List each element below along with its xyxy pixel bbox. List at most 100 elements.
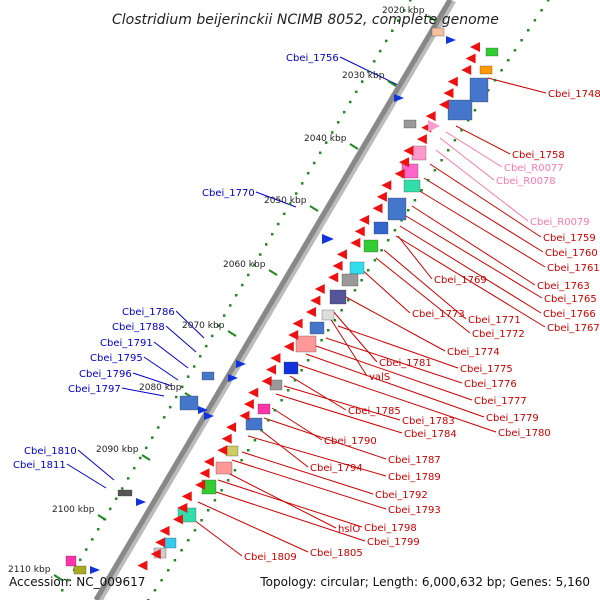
gene-label-cbei-1796[interactable]: Cbei_1796 <box>79 369 132 380</box>
leader-line <box>143 356 179 381</box>
gene-label-cbei-1775[interactable]: Cbei_1775 <box>460 364 513 375</box>
tick-dot-outer <box>447 149 450 152</box>
gene-label-cbei-r0077[interactable]: Cbei_R0077 <box>504 163 564 174</box>
gene-label-cbei-1770[interactable]: Cbei_1770 <box>202 188 255 199</box>
leader-line <box>375 257 471 334</box>
gene-arrow-forward <box>90 566 100 574</box>
tick-dot-outer <box>420 189 423 192</box>
gene-label-cbei-1784[interactable]: Cbei_1784 <box>404 429 457 440</box>
gene-label-cbei-1772[interactable]: Cbei_1772 <box>472 329 525 340</box>
gene-label-cbei-1797[interactable]: Cbei_1797 <box>68 384 121 395</box>
gene-label-cbei-1785[interactable]: Cbei_1785 <box>348 406 401 417</box>
gene-label-cbei-1777[interactable]: Cbei_1777 <box>474 396 527 407</box>
leader-line <box>339 56 405 89</box>
gene-label-cbei-1783[interactable]: Cbei_1783 <box>402 416 455 427</box>
gene-arrow-reverse <box>288 330 299 341</box>
gene-block <box>65 555 77 567</box>
tick-dot-inner <box>145 446 148 450</box>
gene-label-cbei-1787[interactable]: Cbei_1787 <box>388 455 441 466</box>
gene-arrow-reverse <box>310 295 321 306</box>
gene-label-cbei-1756[interactable]: Cbei_1756 <box>286 53 339 64</box>
leader-line <box>305 353 485 418</box>
scale-label-2090-kbp: 2090 kbp <box>96 445 139 455</box>
gene-label-cbei-1763[interactable]: Cbei_1763 <box>537 281 590 292</box>
leader-line <box>289 375 347 411</box>
gene-label-cbei-1788[interactable]: Cbei_1788 <box>112 322 165 333</box>
gene-label-cbei-1771[interactable]: Cbei_1771 <box>468 315 521 326</box>
leader-line <box>175 310 205 339</box>
gene-arrow-reverse <box>155 537 166 548</box>
tick-dot-outer <box>293 379 297 382</box>
gene-block <box>373 221 389 235</box>
gene-label-cbei-1798[interactable]: Cbei_1798 <box>364 523 417 534</box>
gene-arrow-forward <box>198 406 208 414</box>
tick-dot-inner <box>403 9 406 12</box>
gene-label-cbei-1793[interactable]: Cbei_1793 <box>388 505 441 516</box>
gene-label-cbei-r0078[interactable]: Cbei_R0078 <box>496 176 556 187</box>
gene-arrow-reverse <box>243 399 254 410</box>
leader-line <box>263 417 387 460</box>
tick-dot-inner <box>187 375 190 378</box>
gene-label-cbei-1765[interactable]: Cbei_1765 <box>544 294 597 305</box>
tick-dot-inner <box>169 405 172 409</box>
tick-dot-inner <box>67 578 70 582</box>
tick-dot-inner <box>361 80 364 83</box>
gene-label-cbei-1759[interactable]: Cbei_1759 <box>543 233 596 244</box>
gene-label-cbei-1799[interactable]: Cbei_1799 <box>367 537 420 548</box>
gene-label-cbei-1809[interactable]: Cbei_1809 <box>244 552 297 563</box>
tick-dot-outer <box>520 39 523 42</box>
gene-label-cbei-1781[interactable]: Cbei_1781 <box>379 358 432 369</box>
scale-label-2030-kbp: 2030 kbp <box>342 71 385 81</box>
gene-block <box>179 395 199 411</box>
gene-label-cbei-1766[interactable]: Cbei_1766 <box>543 309 596 320</box>
tick-dot-inner <box>139 456 142 460</box>
tick-dot-inner <box>61 589 64 592</box>
scale-tick <box>349 143 359 150</box>
gene-label-cbei-1780[interactable]: Cbei_1780 <box>498 428 551 439</box>
gene-label-cbei-1767[interactable]: Cbei_1767 <box>547 323 600 334</box>
gene-label-cbei-1769[interactable]: Cbei_1769 <box>434 275 487 286</box>
gene-block <box>431 27 445 37</box>
tick-dot-outer <box>253 439 257 442</box>
gene-label-cbei-1786[interactable]: Cbei_1786 <box>122 307 175 318</box>
gene-label-cbei-1810[interactable]: Cbei_1810 <box>24 446 77 457</box>
gene-label-cbei-1795[interactable]: Cbei_1795 <box>90 353 143 364</box>
gene-label-cbei-1773[interactable]: Cbei_1773 <box>412 309 465 320</box>
gene-label-hslo[interactable]: hslO <box>338 524 360 535</box>
gene-label-vals[interactable]: valS <box>369 372 390 383</box>
gene-label-cbei-r0079[interactable]: Cbei_R0079 <box>530 217 590 228</box>
tick-dot-outer <box>167 569 170 572</box>
gene-block <box>403 119 417 129</box>
leader-line <box>331 309 378 363</box>
tick-dot-inner <box>295 192 298 195</box>
tick-dot-outer <box>460 129 463 132</box>
gene-arrow-reverse <box>306 307 316 317</box>
gene-label-cbei-1792[interactable]: Cbei_1792 <box>375 490 428 501</box>
tick-dot-outer <box>173 559 177 562</box>
gene-label-cbei-1794[interactable]: Cbei_1794 <box>310 463 363 474</box>
gene-label-cbei-1811[interactable]: Cbei_1811 <box>13 460 66 471</box>
gene-label-cbei-1761[interactable]: Cbei_1761 <box>547 263 600 274</box>
gene-label-cbei-1791[interactable]: Cbei_1791 <box>100 338 153 349</box>
gene-label-cbei-1760[interactable]: Cbei_1760 <box>545 248 598 259</box>
tick-dot-outer <box>280 399 283 402</box>
tick-dot-outer <box>453 139 457 142</box>
tick-dot-inner <box>163 416 166 419</box>
gene-label-cbei-1776[interactable]: Cbei_1776 <box>464 379 517 390</box>
leader-line <box>257 427 309 468</box>
tick-dot-inner <box>217 324 220 328</box>
gene-label-cbei-1779[interactable]: Cbei_1779 <box>486 413 539 424</box>
gene-label-cbei-1789[interactable]: Cbei_1789 <box>388 472 441 483</box>
gene-label-cbei-1805[interactable]: Cbei_1805 <box>310 548 363 559</box>
gene-label-cbei-1748[interactable]: Cbei_1748 <box>548 89 600 100</box>
tick-dot-inner <box>355 90 358 94</box>
gene-label-cbei-1758[interactable]: Cbei_1758 <box>512 150 565 161</box>
gene-label-cbei-1774[interactable]: Cbei_1774 <box>447 347 500 358</box>
leader-line <box>359 267 411 314</box>
tick-dot-inner <box>115 497 118 500</box>
gene-arrow-reverse <box>283 341 294 352</box>
gene-label-cbei-1790[interactable]: Cbei_1790 <box>324 436 377 447</box>
tick-dot-outer <box>333 319 337 322</box>
tick-dot-inner <box>337 121 340 124</box>
tick-dot-inner <box>151 436 154 439</box>
